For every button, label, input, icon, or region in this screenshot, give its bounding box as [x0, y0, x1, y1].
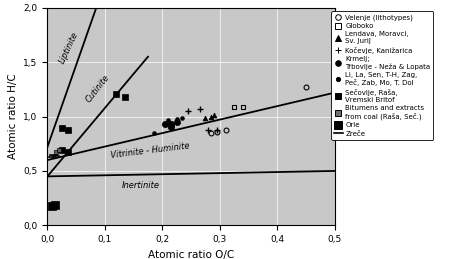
Text: Cutinite: Cutinite	[84, 73, 111, 104]
Text: Vitrinite - Huminite: Vitrinite - Huminite	[110, 141, 191, 160]
Y-axis label: Atomic ratio H/C: Atomic ratio H/C	[8, 74, 18, 160]
Text: Liptinite: Liptinite	[58, 31, 81, 65]
Legend: Velenje (lithotypes), Globoko, Lendava, Moravci,
Sv. Jurij, Kočevje, Kanižarica,: Velenje (lithotypes), Globoko, Lendava, …	[331, 11, 433, 140]
X-axis label: Atomic ratio O/C: Atomic ratio O/C	[148, 250, 234, 259]
Text: Inertinite: Inertinite	[122, 181, 160, 190]
